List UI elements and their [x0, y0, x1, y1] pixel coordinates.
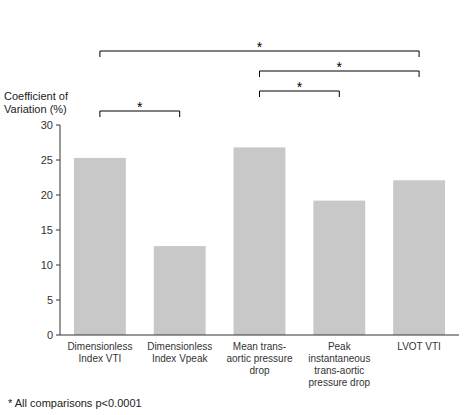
significance-label: * [137, 99, 143, 115]
y-tick-label: 30 [41, 119, 53, 131]
bar [313, 201, 365, 335]
bar [154, 246, 206, 335]
x-axis [60, 335, 459, 336]
chart: 0 5 10 15 20 25 30 DimensionlessIndex VTI Dimens… [0, 0, 474, 415]
y-tick-label: 5 [47, 294, 53, 306]
y-tick-label: 10 [41, 259, 53, 271]
bars [74, 147, 445, 335]
y-tick [56, 335, 60, 336]
footnote: * All comparisons p<0.0001 [8, 397, 142, 409]
x-tick-label: Mean trans-aortic pressuredrop [226, 341, 293, 376]
significance-label: * [297, 79, 303, 95]
y-tick [56, 300, 60, 301]
y-tick-label: 15 [41, 224, 53, 236]
y-tick [56, 230, 60, 231]
bar [234, 147, 286, 335]
y-tick [56, 125, 60, 126]
bar [393, 180, 445, 335]
bar [74, 158, 126, 335]
x-tick-label: Peakinstantaneoustrans-aorticpressure dr… [308, 341, 370, 388]
y-tick-label: 20 [41, 189, 53, 201]
y-tick [56, 160, 60, 161]
y-tick-label: 0 [47, 329, 53, 341]
x-tick-label: DimensionlessIndex VTI [67, 341, 132, 364]
x-tick-label: LVOT VTI [397, 341, 441, 352]
significance-label: * [337, 59, 343, 75]
y-tick [56, 265, 60, 266]
y-axis-label: Coefficient ofVariation (%) [4, 90, 69, 115]
significance-label: * [257, 39, 263, 55]
y-tick [56, 195, 60, 196]
x-tick-label: DimensionlessIndex Vpeak [147, 341, 212, 364]
y-tick-label: 25 [41, 154, 53, 166]
